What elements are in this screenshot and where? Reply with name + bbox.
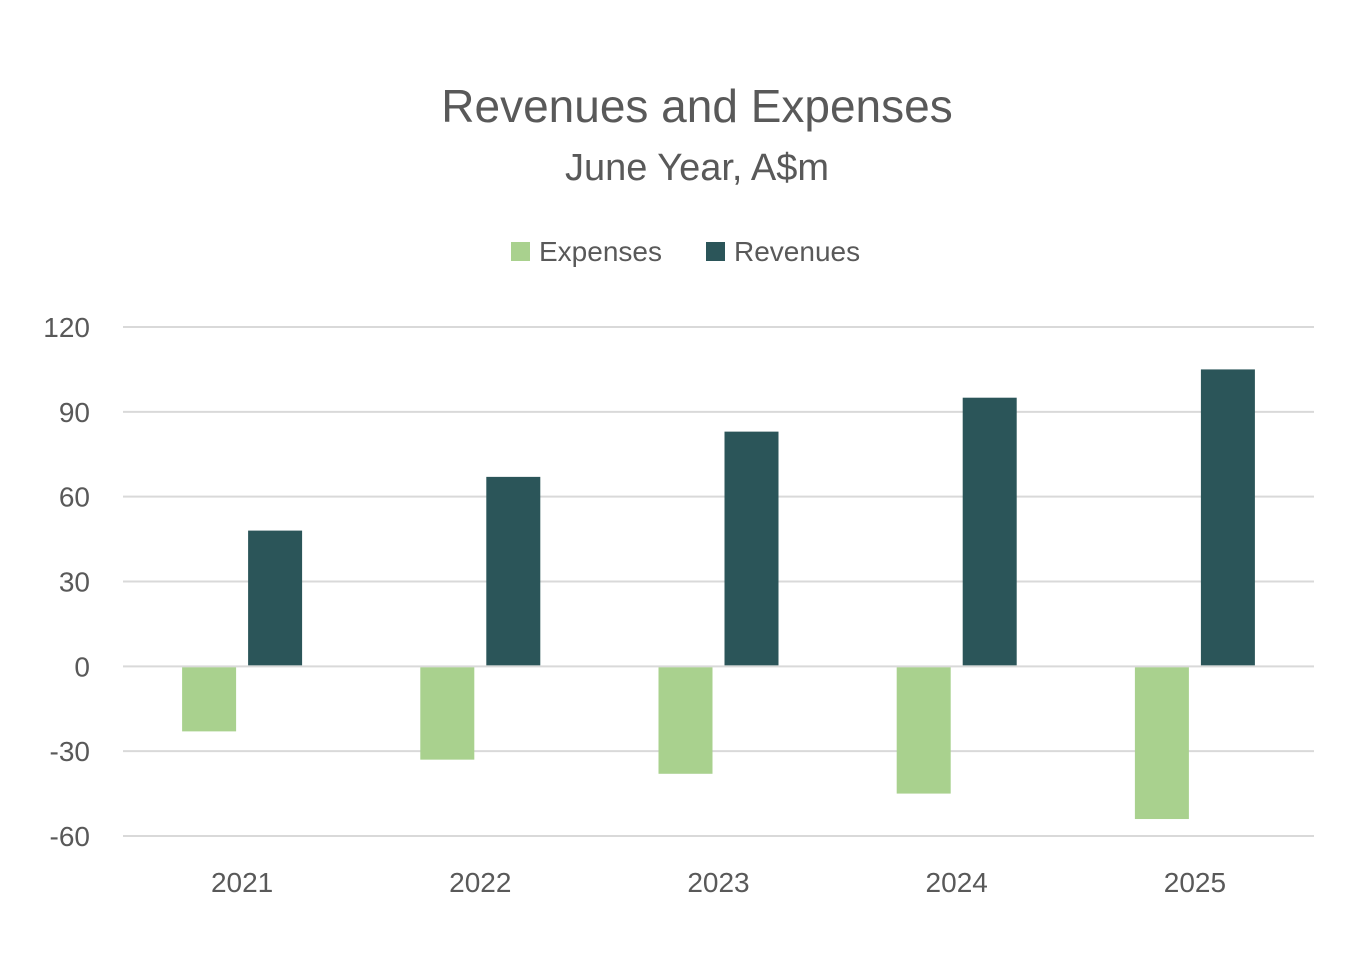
bar-expenses-2024 [896, 667, 951, 794]
bar-expenses-2023 [658, 667, 713, 774]
x-tick-label: 2024 [926, 867, 988, 898]
bar-revenues-2022 [486, 476, 541, 666]
gridlines [123, 326, 1314, 837]
y-tick-label: -60 [50, 821, 90, 852]
bar-expenses-2022 [420, 667, 475, 760]
y-tick-label: 60 [59, 482, 90, 513]
y-tick-label: 0 [74, 651, 90, 682]
y-tick-label: 120 [43, 312, 90, 343]
legend-label-revenues: Revenues [734, 236, 860, 267]
bar-revenues-2021 [248, 530, 303, 666]
y-tick-label: 90 [59, 397, 90, 428]
chart-subtitle: June Year, A$m [565, 147, 829, 189]
y-tick-label: -30 [50, 736, 90, 767]
bar-expenses-2025 [1134, 667, 1189, 820]
bar-revenues-2023 [724, 431, 779, 666]
legend: Expenses Revenues [511, 236, 860, 267]
legend-label-expenses: Expenses [539, 236, 662, 267]
y-tick-label: 30 [59, 567, 90, 598]
x-tick-label: 2021 [211, 867, 273, 898]
x-tick-label: 2022 [449, 867, 511, 898]
x-axis-ticks: 2021 2022 2023 2024 2025 [211, 867, 1226, 898]
x-tick-label: 2023 [687, 867, 749, 898]
y-axis-ticks: 120 90 60 30 0 -30 -60 [43, 312, 90, 852]
bars [182, 369, 1255, 820]
x-tick-label: 2025 [1164, 867, 1226, 898]
chart-title: Revenues and Expenses [441, 80, 952, 132]
legend-swatch-revenues [706, 242, 725, 261]
bar-revenues-2025 [1200, 369, 1255, 666]
bar-expenses-2021 [182, 667, 237, 732]
legend-swatch-expenses [511, 242, 530, 261]
bar-revenues-2024 [962, 397, 1017, 666]
